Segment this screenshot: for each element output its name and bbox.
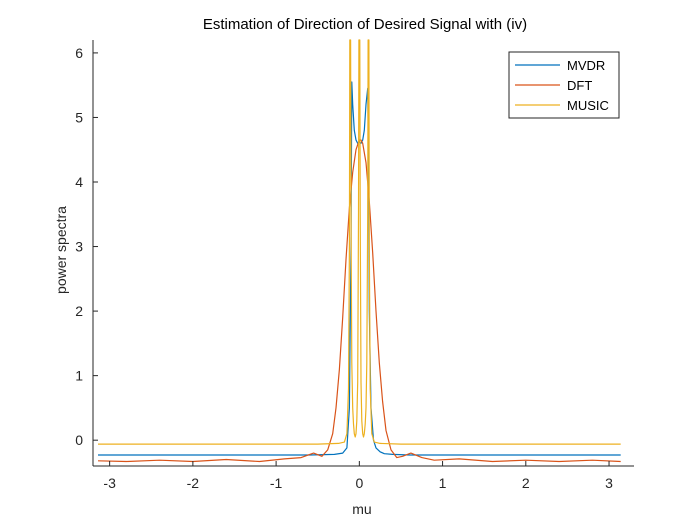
x-ticks: -3 -2 -1 0 1 2 3 — [103, 461, 613, 491]
x-tick-label: -2 — [187, 475, 200, 491]
y-axis-label: power spectra — [53, 206, 69, 294]
y-tick-label: 2 — [75, 303, 83, 319]
y-tick-label: 5 — [75, 109, 83, 125]
series-line-dft — [97, 139, 621, 463]
x-tick-label: 3 — [605, 475, 613, 491]
y-tick-label: 1 — [75, 368, 83, 384]
x-axis-label: mu — [352, 501, 371, 517]
y-tick-label: 6 — [75, 45, 83, 61]
y-tick-label: 4 — [75, 174, 83, 190]
chart-title: Estimation of Direction of Desired Signa… — [203, 16, 527, 33]
legend: MVDR DFT MUSIC — [508, 51, 620, 119]
axes — [92, 40, 634, 467]
x-tick-label: 2 — [522, 475, 530, 491]
plot-lines — [97, 39, 621, 463]
y-tick-label: 0 — [75, 432, 83, 448]
series-line-mvdr — [98, 81, 621, 456]
y-ticks: 0 1 2 3 4 5 6 — [75, 45, 98, 448]
series-line-music — [98, 39, 621, 445]
x-tick-label: 0 — [355, 475, 363, 491]
legend-label-mvdr: MVDR — [567, 58, 605, 73]
x-tick-label: -1 — [270, 475, 283, 491]
y-tick-label: 3 — [75, 239, 83, 255]
x-tick-label: -3 — [103, 475, 116, 491]
legend-label-dft: DFT — [567, 78, 592, 93]
legend-label-music: MUSIC — [567, 98, 609, 113]
x-tick-label: 1 — [439, 475, 447, 491]
